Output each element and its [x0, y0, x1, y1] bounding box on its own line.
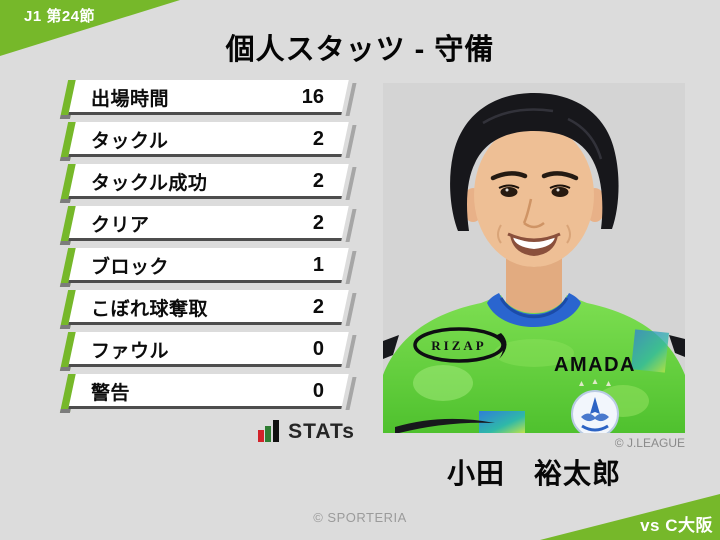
- row-end-slash: [345, 335, 357, 368]
- stat-row-text: こぼれ球奪取 2: [91, 290, 324, 325]
- stats-list: 出場時間 16 タックル 2 タックル成功 2: [55, 80, 358, 416]
- stat-value: 2: [312, 128, 324, 150]
- row-end-slash: [345, 83, 357, 116]
- jersey-collar: [487, 293, 581, 327]
- player-name: 小田 裕太郎: [446, 458, 621, 489]
- stat-label: タックル成功: [91, 173, 208, 194]
- site-credit: © SPORTERIA: [313, 510, 407, 525]
- page-title: 個人スタッツ - 守備: [225, 34, 495, 66]
- stat-row-text: タックル 2: [91, 122, 324, 157]
- stat-row-text: ブロック 1: [91, 248, 324, 283]
- stat-value: 0: [312, 380, 324, 402]
- eyebrow-left: [490, 171, 528, 181]
- stat-row: 警告 0: [55, 374, 358, 413]
- stat-label: こぼれ球奪取: [91, 299, 209, 320]
- stat-label: クリア: [91, 215, 150, 236]
- player-portrait-illustration: RIZAP AMADA: [383, 83, 685, 433]
- opponent-badge-label: vs C大阪: [640, 516, 713, 535]
- stat-row: ブロック 1: [55, 248, 358, 287]
- stat-value: 2: [312, 296, 324, 318]
- stat-row: こぼれ球奪取 2: [55, 290, 358, 329]
- player-photo: RIZAP AMADA: [383, 83, 685, 433]
- smiling-mouth: [507, 232, 561, 256]
- stat-row: タックル成功 2: [55, 164, 358, 203]
- stat-label: タックル: [91, 131, 169, 152]
- row-end-slash: [345, 125, 357, 158]
- stat-label: 出場時間: [91, 89, 170, 110]
- eye-right: [551, 187, 569, 197]
- stat-label: ファウル: [91, 341, 170, 362]
- face: [474, 123, 594, 267]
- row-end-slash: [345, 167, 357, 200]
- stat-row: クリア 2: [55, 206, 358, 245]
- stat-row-text: 出場時間 16: [91, 80, 324, 115]
- stat-row: 出場時間 16: [55, 80, 358, 119]
- stat-value: 16: [301, 86, 324, 108]
- stat-row-text: クリア 2: [91, 206, 324, 241]
- row-end-slash: [345, 377, 357, 410]
- round-badge-label: J1 第24節: [24, 8, 96, 25]
- row-end-slash: [345, 251, 357, 284]
- eye-left: [500, 187, 518, 197]
- stat-value: 2: [312, 170, 324, 192]
- row-end-slash: [345, 209, 357, 242]
- photo-credit: © J.LEAGUE: [614, 436, 685, 450]
- hair: [450, 93, 619, 231]
- stat-label: 警告: [91, 383, 131, 404]
- stats-logo: STATs: [55, 420, 355, 442]
- jersey-sponsor-amada: AMADA: [554, 354, 636, 376]
- stat-value: 1: [312, 254, 324, 276]
- stat-row-text: ファウル 0: [91, 332, 324, 367]
- stats-logo-wordmark: STATs: [288, 420, 355, 443]
- stat-value: 2: [312, 212, 324, 234]
- row-end-slash: [345, 293, 357, 326]
- jersey-sponsor-rizap: RIZAP: [413, 327, 507, 363]
- stat-row: タックル 2: [55, 122, 358, 161]
- svg-text:RIZAP: RIZAP: [431, 338, 486, 353]
- club-crest: [571, 379, 619, 433]
- nose: [522, 198, 545, 229]
- stat-label: ブロック: [91, 257, 170, 278]
- stat-row-text: 警告 0: [91, 374, 324, 409]
- stat-row-text: タックル成功 2: [91, 164, 324, 199]
- stat-value: 0: [312, 338, 324, 360]
- stat-row: ファウル 0: [55, 332, 358, 371]
- bar-chart-icon: [258, 420, 280, 442]
- eyebrow-right: [541, 171, 579, 181]
